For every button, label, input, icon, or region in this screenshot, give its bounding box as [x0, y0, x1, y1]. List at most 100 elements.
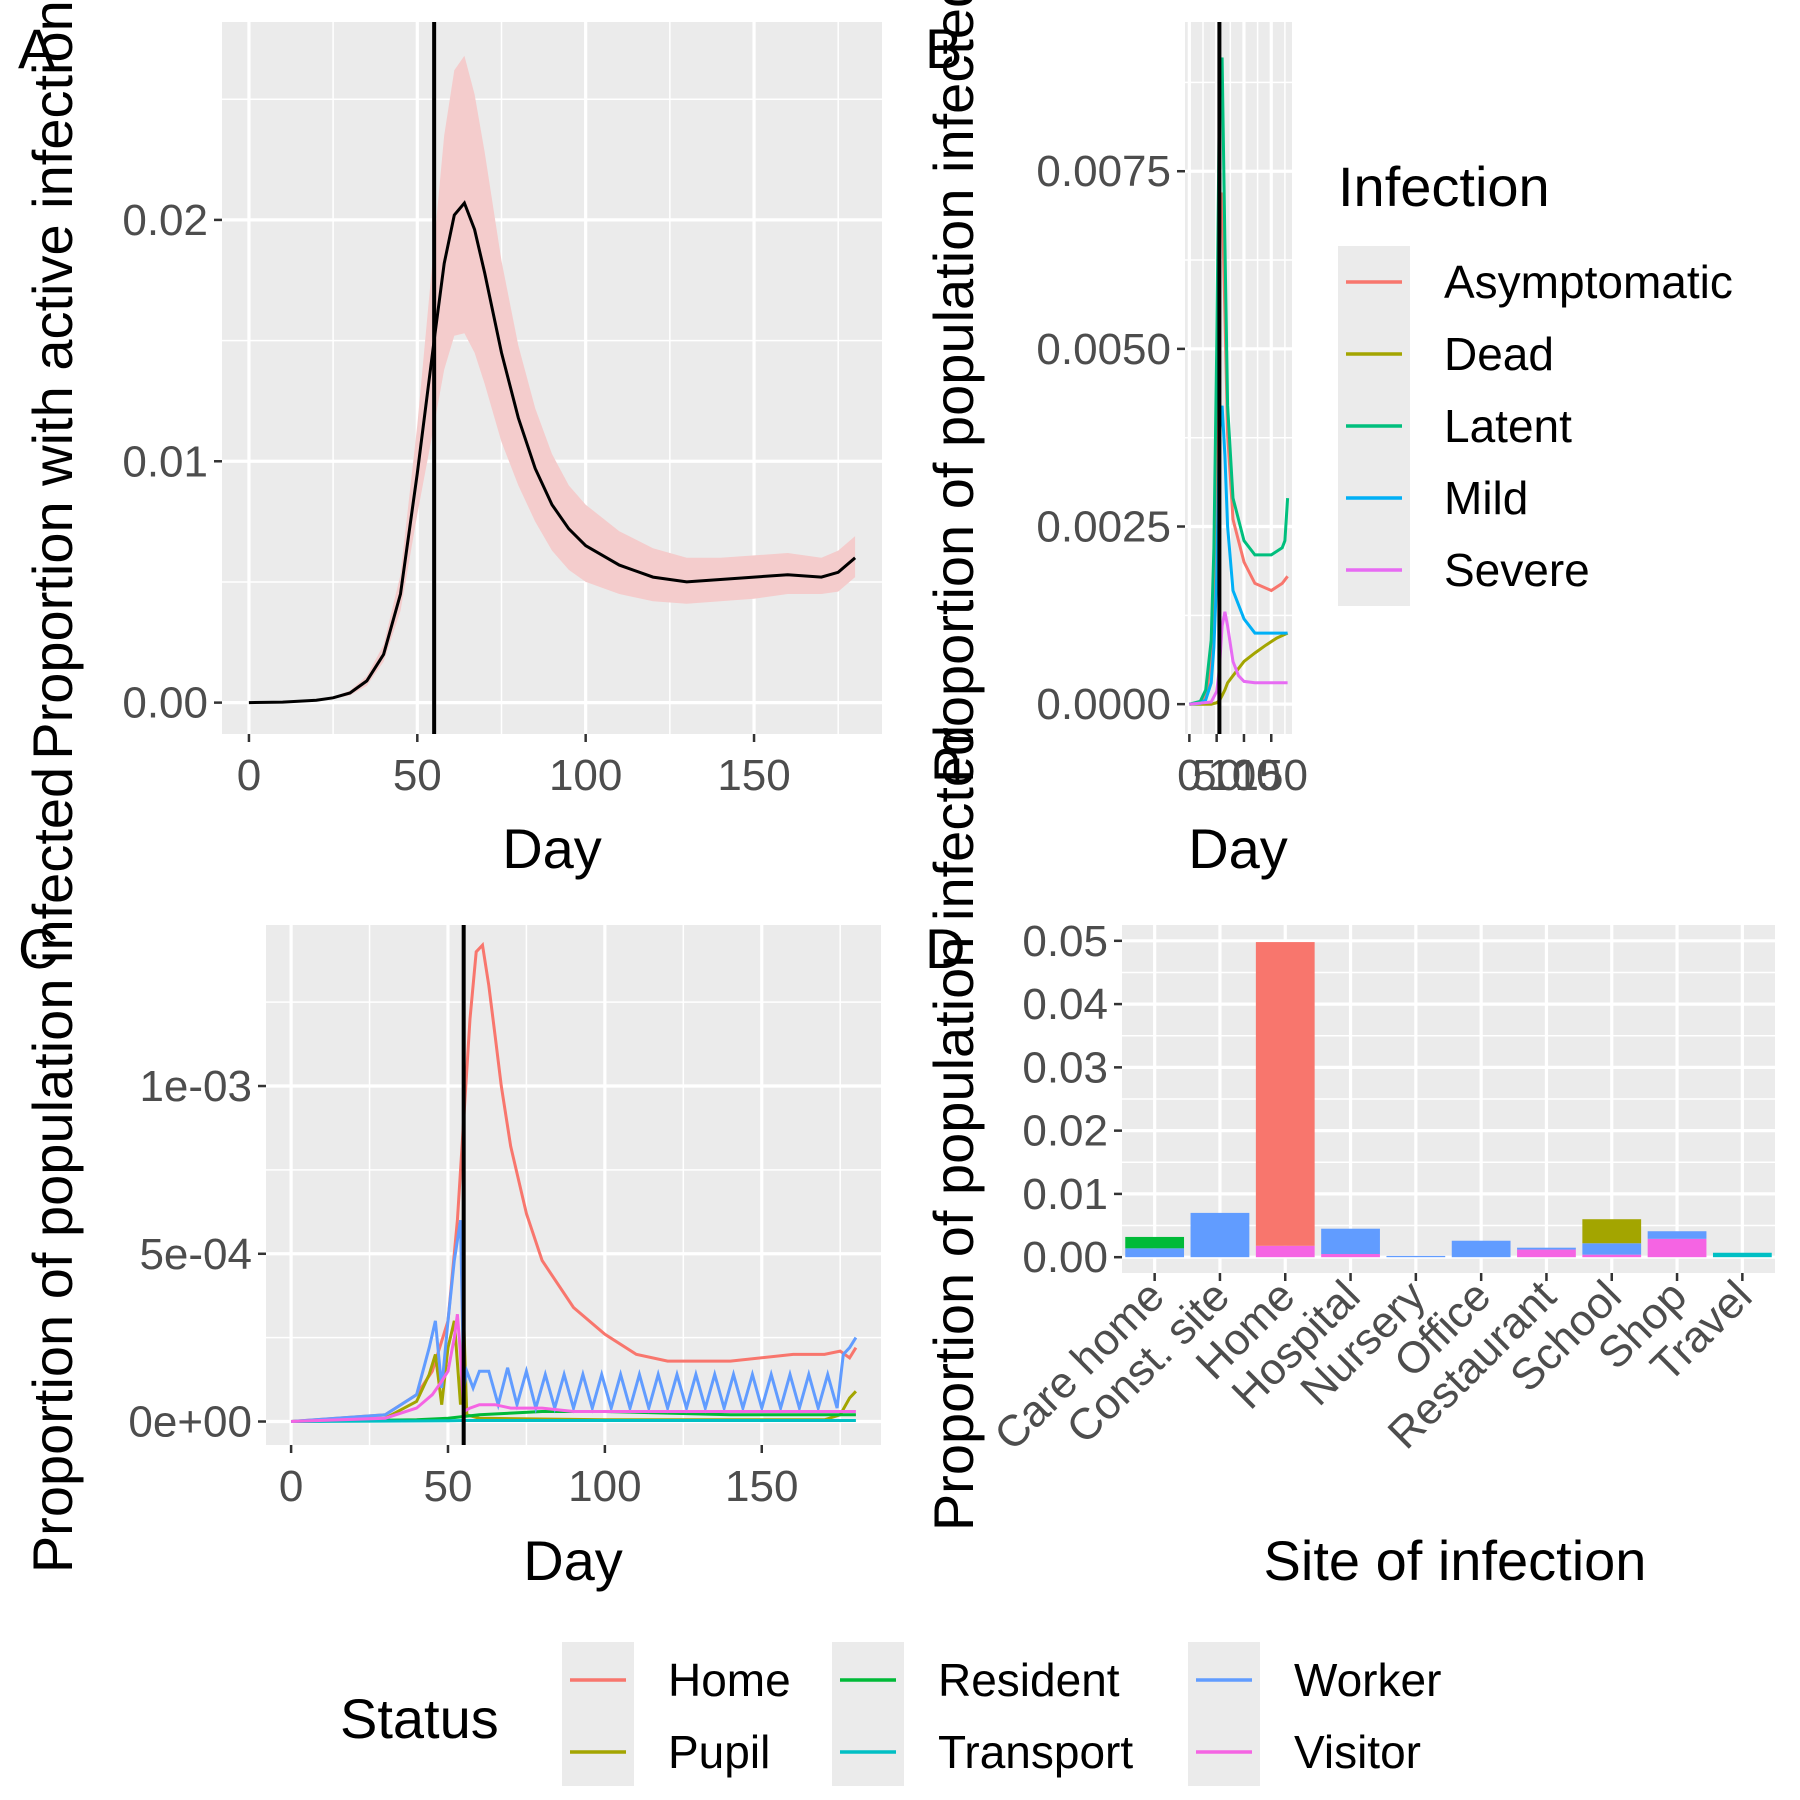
panel-tag-a: A — [18, 17, 56, 80]
panel-d-bar-pupil — [1582, 1219, 1642, 1244]
panel-d-bar-worker — [1451, 1240, 1511, 1258]
panel-a-mean-line — [248, 200, 857, 705]
status-legend-label: Visitor — [1294, 1726, 1421, 1778]
panel-a-x-tick-label: 50 — [393, 751, 442, 800]
status-legend-label: Worker — [1294, 1654, 1441, 1706]
panel-d-bar-visitor — [1255, 1245, 1315, 1258]
panel-b-x-tick-label: 0 — [1177, 751, 1201, 800]
panel-b-x-tick-label: 100 — [1207, 751, 1280, 800]
panel-tag-c: C — [18, 917, 58, 980]
panel-b-line-asymptomatic — [1189, 192, 1289, 706]
status-legend-key-bg-2 — [832, 1642, 904, 1786]
panel-c-line-pupil — [291, 1320, 857, 1423]
panel-d-bar-worker — [1582, 1243, 1642, 1255]
panel-d-bar-home — [1255, 942, 1315, 1246]
panel-d-bar-resident — [1125, 1236, 1185, 1249]
panel-c-line-visitor — [291, 1314, 856, 1423]
panel-b-y-tick-label: 0.0000 — [1036, 680, 1171, 729]
panel-a-y-tick-label: 0.01 — [122, 437, 208, 486]
infection-legend-label: Asymptomatic — [1444, 256, 1733, 308]
panel-d-bar-worker — [1321, 1228, 1380, 1255]
panel-d-y-tick-label: 0.03 — [1022, 1043, 1108, 1092]
panel-d-bar-visitor — [1647, 1238, 1707, 1258]
panel-tag-b: B — [925, 17, 962, 80]
infection-legend-label: Severe — [1444, 544, 1590, 596]
panel-c-gridlines — [266, 925, 881, 1445]
panel-d-y-tick-label: 0.05 — [1022, 917, 1108, 966]
status-legend-title: Status — [340, 1687, 499, 1750]
status-legend-label: Pupil — [668, 1726, 770, 1778]
panel-d-bar-visitor — [1582, 1254, 1642, 1258]
panel-c-y-tick-label: 0e+00 — [128, 1398, 252, 1447]
panel-b-y-tick-label: 0.0025 — [1036, 503, 1171, 552]
panel-a-axes: 0.00 0.01 0.02 0 50 100 150 — [122, 196, 790, 800]
panel-a-x-tick-label: 150 — [717, 751, 790, 800]
panel-b-line-mild — [1189, 405, 1288, 706]
panel-a-y-title: Proportion with active infection — [21, 0, 84, 760]
panel-a-gridlines — [222, 22, 882, 734]
status-legend-label: Resident — [938, 1654, 1120, 1706]
status-legend-key-bg-1 — [562, 1642, 634, 1786]
panel-c-line-resident — [291, 1410, 856, 1423]
panel-c-x-tick-label: 50 — [424, 1462, 473, 1511]
panel-a-y-tick-label: 0.00 — [122, 679, 208, 728]
panel-c: 0e+00 5e-04 1e-03 0 50 100 150 Day Proportion … — [21, 767, 881, 1592]
panel-b-x-tick-label: 50 — [1192, 751, 1241, 800]
panel-d-x-title: Site of infection — [1264, 1529, 1647, 1592]
panel-b-line-dead — [1189, 631, 1289, 706]
panel-c-y-title: Proportion of population infected — [21, 767, 84, 1573]
panel-d-bars — [1125, 942, 1772, 1258]
panel-c-y-tick-label: 5e-04 — [139, 1230, 252, 1279]
status-legend-key-bg-3 — [1188, 1642, 1260, 1786]
panel-d-y-tick-label: 0.01 — [1022, 1170, 1108, 1219]
panel-a-y-tick-label: 0.02 — [122, 196, 208, 245]
panel-c-x-tick-label: 0 — [279, 1462, 303, 1511]
panel-b-series — [1189, 57, 1290, 706]
infection-legend-label: Dead — [1444, 328, 1554, 380]
panel-c-x-tick-label: 150 — [725, 1462, 798, 1511]
panel-c-line-transport — [291, 1419, 856, 1423]
panel-d-bar-worker — [1647, 1231, 1707, 1239]
panel-a-plot-background — [222, 22, 882, 734]
panel-c-x-tick-label: 100 — [568, 1462, 641, 1511]
panel-d-y-tick-label: 0.04 — [1022, 980, 1108, 1029]
infection-legend: Infection Asymptomatic Dead Latent Mild Seve… — [1338, 155, 1733, 606]
infection-legend-title: Infection — [1338, 155, 1550, 218]
panel-b-line-severe — [1189, 611, 1288, 706]
panel-b-y-title: Proportion of population infected — [922, 0, 985, 783]
panel-c-y-tick-label: 1e-03 — [139, 1062, 252, 1111]
panel-d-bar-worker — [1125, 1248, 1185, 1258]
panel-c-axes: 0e+00 5e-04 1e-03 0 50 100 150 — [128, 1062, 798, 1511]
panel-a-x-title: Day — [502, 817, 602, 880]
panel-c-plot-background — [266, 925, 881, 1445]
status-legend-label: Home — [668, 1654, 791, 1706]
status-legend: Status Home Pupil Resident Transport Worker V… — [340, 1642, 1441, 1786]
panel-a-x-tick-label: 100 — [549, 751, 622, 800]
panel-b-line-latent — [1189, 57, 1290, 706]
panel-b-x-tick-label: 150 — [1235, 751, 1308, 800]
panel-a: 0.00 0.01 0.02 0 50 100 150 Day Proportion wit… — [21, 0, 882, 880]
panel-b-y-tick-label: 0.0075 — [1036, 147, 1171, 196]
panel-d-bar-visitor — [1517, 1249, 1576, 1258]
panel-d-bar-worker — [1517, 1247, 1576, 1250]
panel-d-y-tick-label: 0.02 — [1022, 1107, 1108, 1156]
panel-b-plot-background — [1185, 22, 1292, 734]
status-legend-label: Transport — [938, 1726, 1133, 1778]
panel-c-series — [290, 941, 858, 1423]
panel-c-x-title: Day — [523, 1529, 623, 1592]
infection-legend-label: Latent — [1444, 400, 1572, 452]
panel-d-y-title: Proportion of population infected — [922, 725, 985, 1531]
panel-b-x-title: Day — [1188, 817, 1288, 880]
panel-d-bar-worker — [1386, 1255, 1446, 1258]
panel-d-bar-visitor — [1321, 1254, 1380, 1258]
panel-d-y-tick-label: 0.00 — [1022, 1233, 1108, 1282]
panel-b-y-tick-label: 0.0050 — [1036, 325, 1171, 374]
panel-tag-d: D — [925, 917, 965, 980]
infection-legend-label: Mild — [1444, 472, 1528, 524]
panel-d-bar-worker — [1190, 1212, 1250, 1258]
panel-a-x-tick-label: 0 — [237, 751, 261, 800]
